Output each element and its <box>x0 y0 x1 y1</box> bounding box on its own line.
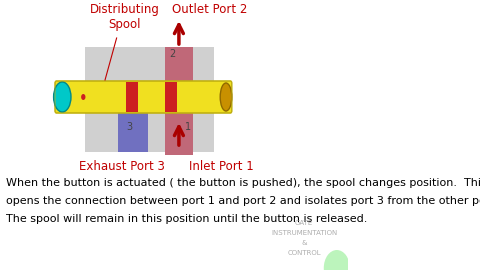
Text: Distributing
Spool: Distributing Spool <box>90 3 159 31</box>
Ellipse shape <box>54 82 71 112</box>
Text: GATE: GATE <box>295 220 313 226</box>
Text: 1: 1 <box>185 122 192 132</box>
Text: Inlet Port 1: Inlet Port 1 <box>189 160 253 173</box>
FancyBboxPatch shape <box>55 81 232 113</box>
Circle shape <box>81 94 85 100</box>
Text: INSTRUMENTATION: INSTRUMENTATION <box>271 230 337 236</box>
Text: &: & <box>301 240 307 246</box>
Bar <box>165 82 177 112</box>
Text: 3: 3 <box>126 122 132 132</box>
Bar <box>85 47 215 152</box>
Text: opens the connection between port 1 and port 2 and isolates port 3 from the othe: opens the connection between port 1 and … <box>6 196 480 206</box>
Text: The spool will remain in this position until the button is released.: The spool will remain in this position u… <box>6 214 367 224</box>
Text: 2: 2 <box>169 49 175 59</box>
Bar <box>165 97 192 155</box>
Bar <box>165 47 192 102</box>
Bar <box>126 82 138 112</box>
Ellipse shape <box>220 83 232 111</box>
Text: Outlet Port 2: Outlet Port 2 <box>172 3 248 16</box>
Text: When the button is actuated ( the button is pushed), the spool changes position.: When the button is actuated ( the button… <box>6 178 480 188</box>
Text: CONTROL: CONTROL <box>288 250 321 256</box>
Bar <box>118 97 148 152</box>
Text: Exhaust Port 3: Exhaust Port 3 <box>79 160 165 173</box>
Circle shape <box>324 250 350 270</box>
